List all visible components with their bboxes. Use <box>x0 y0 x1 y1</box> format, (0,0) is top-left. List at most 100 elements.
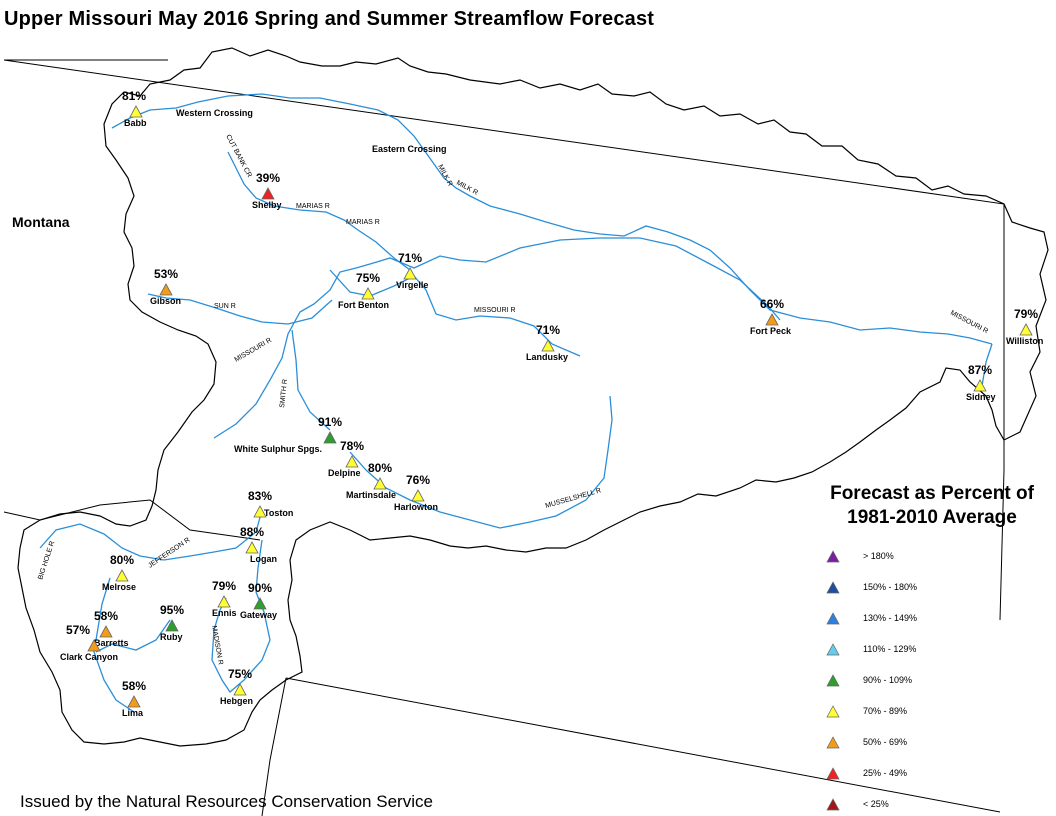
station-name: Clark Canyon <box>60 652 118 662</box>
river-label-missouri-3: MISSOURI R <box>234 337 274 364</box>
station-marker-triangle <box>411 489 425 502</box>
smith-river <box>291 329 331 431</box>
station-name: Gibson <box>150 296 181 306</box>
station-marker-triangle <box>345 455 359 468</box>
station-percent: 88% <box>240 525 264 539</box>
station-percent: 71% <box>398 251 422 265</box>
beaverhead-river <box>95 619 171 653</box>
station-marker-triangle <box>233 683 247 696</box>
station-marker-triangle <box>261 187 275 200</box>
station-marker-triangle <box>1019 323 1033 336</box>
river-label-missouri-1: MISSOURI R <box>474 307 516 314</box>
station-martinsdale: 80% Martinsdale <box>346 461 396 500</box>
station-percent: 75% <box>228 667 252 681</box>
issuer-footer: Issued by the Natural Resources Conserva… <box>20 792 433 811</box>
station-barretts: 58% Barretts <box>94 609 129 648</box>
rivers <box>39 93 993 713</box>
station-percent: 75% <box>356 271 380 285</box>
station-sidney: 87% Sidney <box>966 363 996 402</box>
station-marker-triangle <box>253 505 267 518</box>
marias-river <box>227 151 411 271</box>
station-percent: 95% <box>160 603 184 617</box>
station-name: Landusky <box>526 352 568 362</box>
stations: 81% Babb 39% Shelby 71% Virgelle 75% Fort Bento… <box>60 89 1043 718</box>
station-name: White Sulphur Spgs. <box>234 444 322 454</box>
madison-river <box>211 539 271 693</box>
state-boundaries <box>3 59 1005 816</box>
station-name: Martinsdale <box>346 490 396 500</box>
state-label: Montana <box>12 214 70 230</box>
legend-swatch-triangle <box>826 674 840 687</box>
station-marker-triangle <box>403 267 417 280</box>
station-percent: 53% <box>154 267 178 281</box>
legend-title: Forecast as Percent of 1981-2010 Average <box>802 482 1056 530</box>
legend-item-label: 90% - 109% <box>863 675 913 685</box>
station-name: Barretts <box>94 638 129 648</box>
station-percent: 58% <box>94 609 118 623</box>
station-williston: 79% Williston <box>1006 307 1043 346</box>
station-toston: 83% Toston <box>248 489 293 518</box>
station-marker-triangle <box>245 541 259 554</box>
station-name: Lima <box>122 708 144 718</box>
legend-swatch-triangle <box>826 550 840 563</box>
station-name: Harlowton <box>394 502 438 512</box>
legend-swatch-triangle <box>826 798 840 811</box>
station-name: Delpine <box>328 468 361 478</box>
place-western-crossing: Western Crossing <box>176 108 253 118</box>
station-name: Gateway <box>240 610 277 620</box>
legend-item-label: 110% - 129% <box>863 644 917 654</box>
station-marker-triangle <box>541 339 555 352</box>
legend-swatch-triangle <box>826 643 840 656</box>
station-marker-triangle <box>323 431 337 444</box>
station-marker-triangle <box>115 569 129 582</box>
basin-outline <box>17 47 1049 747</box>
station-clark-canyon: 57% Clark Canyon <box>60 623 118 662</box>
river-label-marias-1: MARIAS R <box>296 203 330 210</box>
station-name: Fort Benton <box>338 300 389 310</box>
station-percent: 87% <box>968 363 992 377</box>
station-lima: 58% Lima <box>122 679 146 718</box>
legend-swatch-triangle <box>826 581 840 594</box>
station-babb: 81% Babb <box>122 89 147 128</box>
station-shelby: 39% Shelby <box>252 171 282 210</box>
legend-item-label: 50% - 69% <box>863 737 908 747</box>
station-marker-triangle <box>159 283 173 296</box>
station-ennis: 79% Ennis <box>212 579 237 618</box>
station-marker-triangle <box>127 695 141 708</box>
missouri-river <box>213 237 993 439</box>
station-marker-triangle <box>165 619 179 632</box>
station-virgelle: 71% Virgelle <box>396 251 428 290</box>
musselshell-river <box>349 395 613 529</box>
station-delpine: 78% Delpine <box>328 439 364 478</box>
legend-swatch-triangle <box>826 736 840 749</box>
station-harlowton: 76% Harlowton <box>394 473 438 512</box>
big-hole-river <box>93 577 135 713</box>
legend-swatch-triangle <box>826 705 840 718</box>
station-percent: 78% <box>340 439 364 453</box>
legend-item-label: > 180% <box>863 551 894 561</box>
station-percent: 66% <box>760 297 784 311</box>
place-eastern-crossing: Eastern Crossing <box>372 144 447 154</box>
station-marker-triangle <box>129 105 143 118</box>
station-percent: 79% <box>212 579 236 593</box>
station-fort-benton: 75% Fort Benton <box>338 271 389 310</box>
legend-title-line2: 1981-2010 Average <box>847 507 1017 528</box>
station-marker-triangle <box>373 477 387 490</box>
legend-swatch-triangle <box>826 767 840 780</box>
station-hebgen: 75% Hebgen <box>220 667 253 706</box>
legend-item-label: 130% - 149% <box>863 613 918 623</box>
station-name: Melrose <box>102 582 136 592</box>
station-percent: 58% <box>122 679 146 693</box>
station-name: Babb <box>124 118 147 128</box>
station-percent: 80% <box>110 553 134 567</box>
river-label-milk-1: MILK R <box>436 164 453 188</box>
station-name: Ruby <box>160 632 183 642</box>
station-logan: 88% Logan <box>240 525 277 564</box>
legend-item-label: < 25% <box>863 799 889 809</box>
river-label-smith: SMITH R <box>279 379 289 408</box>
station-percent: 76% <box>406 473 430 487</box>
station-marker-triangle <box>765 313 779 326</box>
station-name: Ennis <box>212 608 237 618</box>
station-marker-triangle <box>99 625 113 638</box>
